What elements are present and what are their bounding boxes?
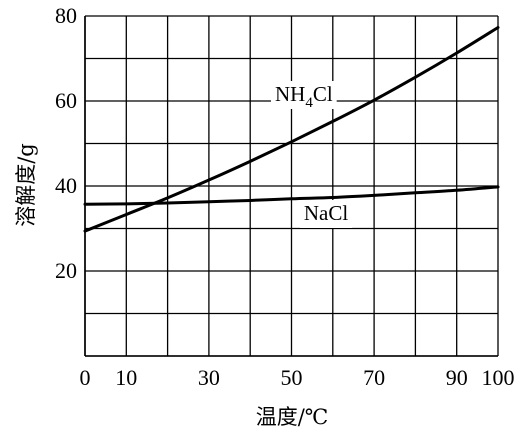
x-tick-label: 10 bbox=[115, 365, 137, 390]
tick-labels: 0 10 30 50 70 90 100 20 40 60 80 bbox=[55, 3, 515, 390]
x-tick-label: 30 bbox=[198, 365, 220, 390]
x-tick-label: 50 bbox=[281, 365, 303, 390]
series-label-main: NH bbox=[275, 82, 305, 106]
y-tick-label: 60 bbox=[55, 88, 77, 113]
series-label-background bbox=[270, 81, 337, 109]
series-label-background bbox=[299, 200, 353, 228]
y-tick-label: 40 bbox=[55, 173, 77, 198]
axes bbox=[84, 16, 498, 357]
grid bbox=[84, 15, 499, 357]
series-group bbox=[83, 25, 500, 233]
y-axis-title: 溶解度/g bbox=[14, 143, 38, 227]
x-tick-label: 90 bbox=[446, 365, 468, 390]
series-line-nacl bbox=[83, 185, 500, 206]
series-label-nh4cl: NH4Cl bbox=[270, 81, 337, 111]
series-label-main: NaCl bbox=[304, 201, 348, 225]
x-axis-title: 温度/℃ bbox=[256, 405, 329, 429]
y-tick-label: 80 bbox=[55, 3, 77, 28]
y-tick-label: 20 bbox=[55, 258, 77, 283]
series-label-nacl: NaCl bbox=[299, 200, 353, 228]
series-label-tail: Cl bbox=[313, 82, 333, 106]
x-tick-label: 100 bbox=[482, 365, 515, 390]
series-label-subscript: 4 bbox=[305, 95, 313, 111]
x-tick-label: 70 bbox=[363, 365, 385, 390]
series-label-text: NH4Cl bbox=[275, 82, 333, 111]
series-labels: NH4Cl NaCl bbox=[270, 81, 353, 228]
series-label-text: NaCl bbox=[304, 201, 348, 225]
x-tick-label: 0 bbox=[80, 365, 91, 390]
